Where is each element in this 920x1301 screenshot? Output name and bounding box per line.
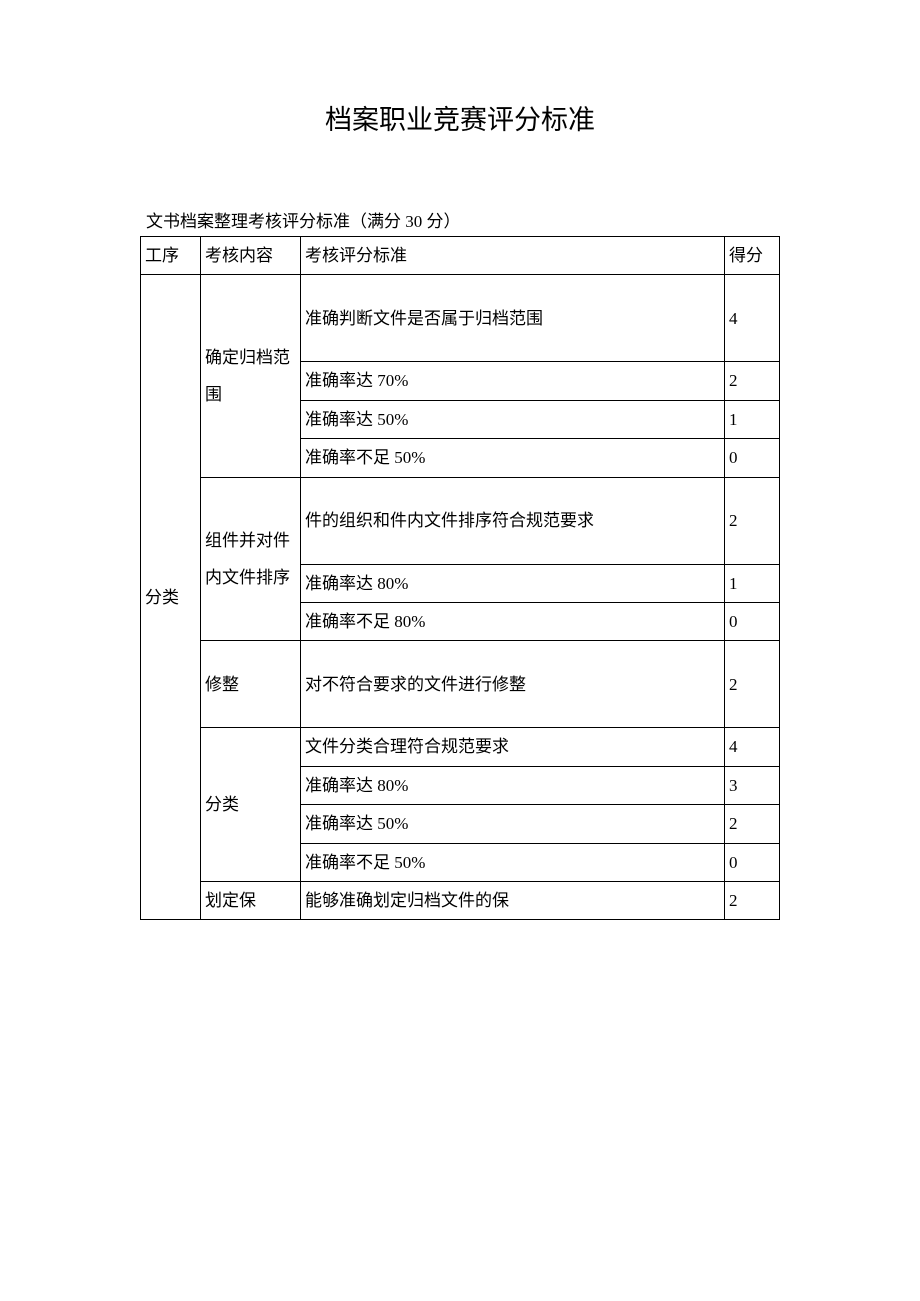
criteria-cell: 文件分类合理符合规范要求 xyxy=(301,728,725,766)
section-name: 划定保 xyxy=(201,881,301,919)
header-col3: 考核评分标准 xyxy=(301,237,725,275)
score-cell: 0 xyxy=(725,843,780,881)
criteria-cell: 准确率达 50% xyxy=(301,805,725,843)
criteria-cell: 能够准确划定归档文件的保 xyxy=(301,881,725,919)
header-col4: 得分 xyxy=(725,237,780,275)
header-col2: 考核内容 xyxy=(201,237,301,275)
score-cell: 2 xyxy=(725,477,780,564)
score-cell: 2 xyxy=(725,362,780,400)
section-name: 组件并对件内文件排序 xyxy=(201,477,301,641)
score-cell: 0 xyxy=(725,439,780,477)
category-cell: 分类 xyxy=(141,275,201,920)
header-col1: 工序 xyxy=(141,237,201,275)
criteria-cell: 准确率不足 80% xyxy=(301,603,725,641)
criteria-cell: 准确率不足 50% xyxy=(301,843,725,881)
criteria-cell: 准确率达 70% xyxy=(301,362,725,400)
table-row: 分类 文件分类合理符合规范要求 4 xyxy=(141,728,780,766)
criteria-cell: 准确率达 80% xyxy=(301,564,725,602)
table-row: 修整 对不符合要求的文件进行修整 2 xyxy=(141,641,780,728)
score-cell: 2 xyxy=(725,641,780,728)
score-cell: 2 xyxy=(725,881,780,919)
table-header-row: 工序 考核内容 考核评分标准 得分 xyxy=(141,237,780,275)
criteria-cell: 件的组织和件内文件排序符合规范要求 xyxy=(301,477,725,564)
score-cell: 3 xyxy=(725,766,780,804)
score-cell: 2 xyxy=(725,805,780,843)
criteria-cell: 准确判断文件是否属于归档范围 xyxy=(301,275,725,362)
criteria-cell: 对不符合要求的文件进行修整 xyxy=(301,641,725,728)
table-row: 组件并对件内文件排序 件的组织和件内文件排序符合规范要求 2 xyxy=(141,477,780,564)
score-cell: 1 xyxy=(725,564,780,602)
section-subtitle: 文书档案整理考核评分标准（满分 30 分） xyxy=(146,207,780,232)
criteria-cell: 准确率不足 50% xyxy=(301,439,725,477)
table-row: 分类 确定归档范围 准确判断文件是否属于归档范围 4 xyxy=(141,275,780,362)
score-cell: 1 xyxy=(725,400,780,438)
score-cell: 4 xyxy=(725,728,780,766)
score-cell: 4 xyxy=(725,275,780,362)
criteria-cell: 准确率达 50% xyxy=(301,400,725,438)
page-title: 档案职业竞赛评分标准 xyxy=(140,98,780,137)
criteria-cell: 准确率达 80% xyxy=(301,766,725,804)
score-cell: 0 xyxy=(725,603,780,641)
section-name: 分类 xyxy=(201,728,301,882)
scoring-table: 工序 考核内容 考核评分标准 得分 分类 确定归档范围 准确判断文件是否属于归档… xyxy=(140,236,780,920)
table-row: 划定保 能够准确划定归档文件的保 2 xyxy=(141,881,780,919)
section-name: 确定归档范围 xyxy=(201,275,301,477)
section-name: 修整 xyxy=(201,641,301,728)
